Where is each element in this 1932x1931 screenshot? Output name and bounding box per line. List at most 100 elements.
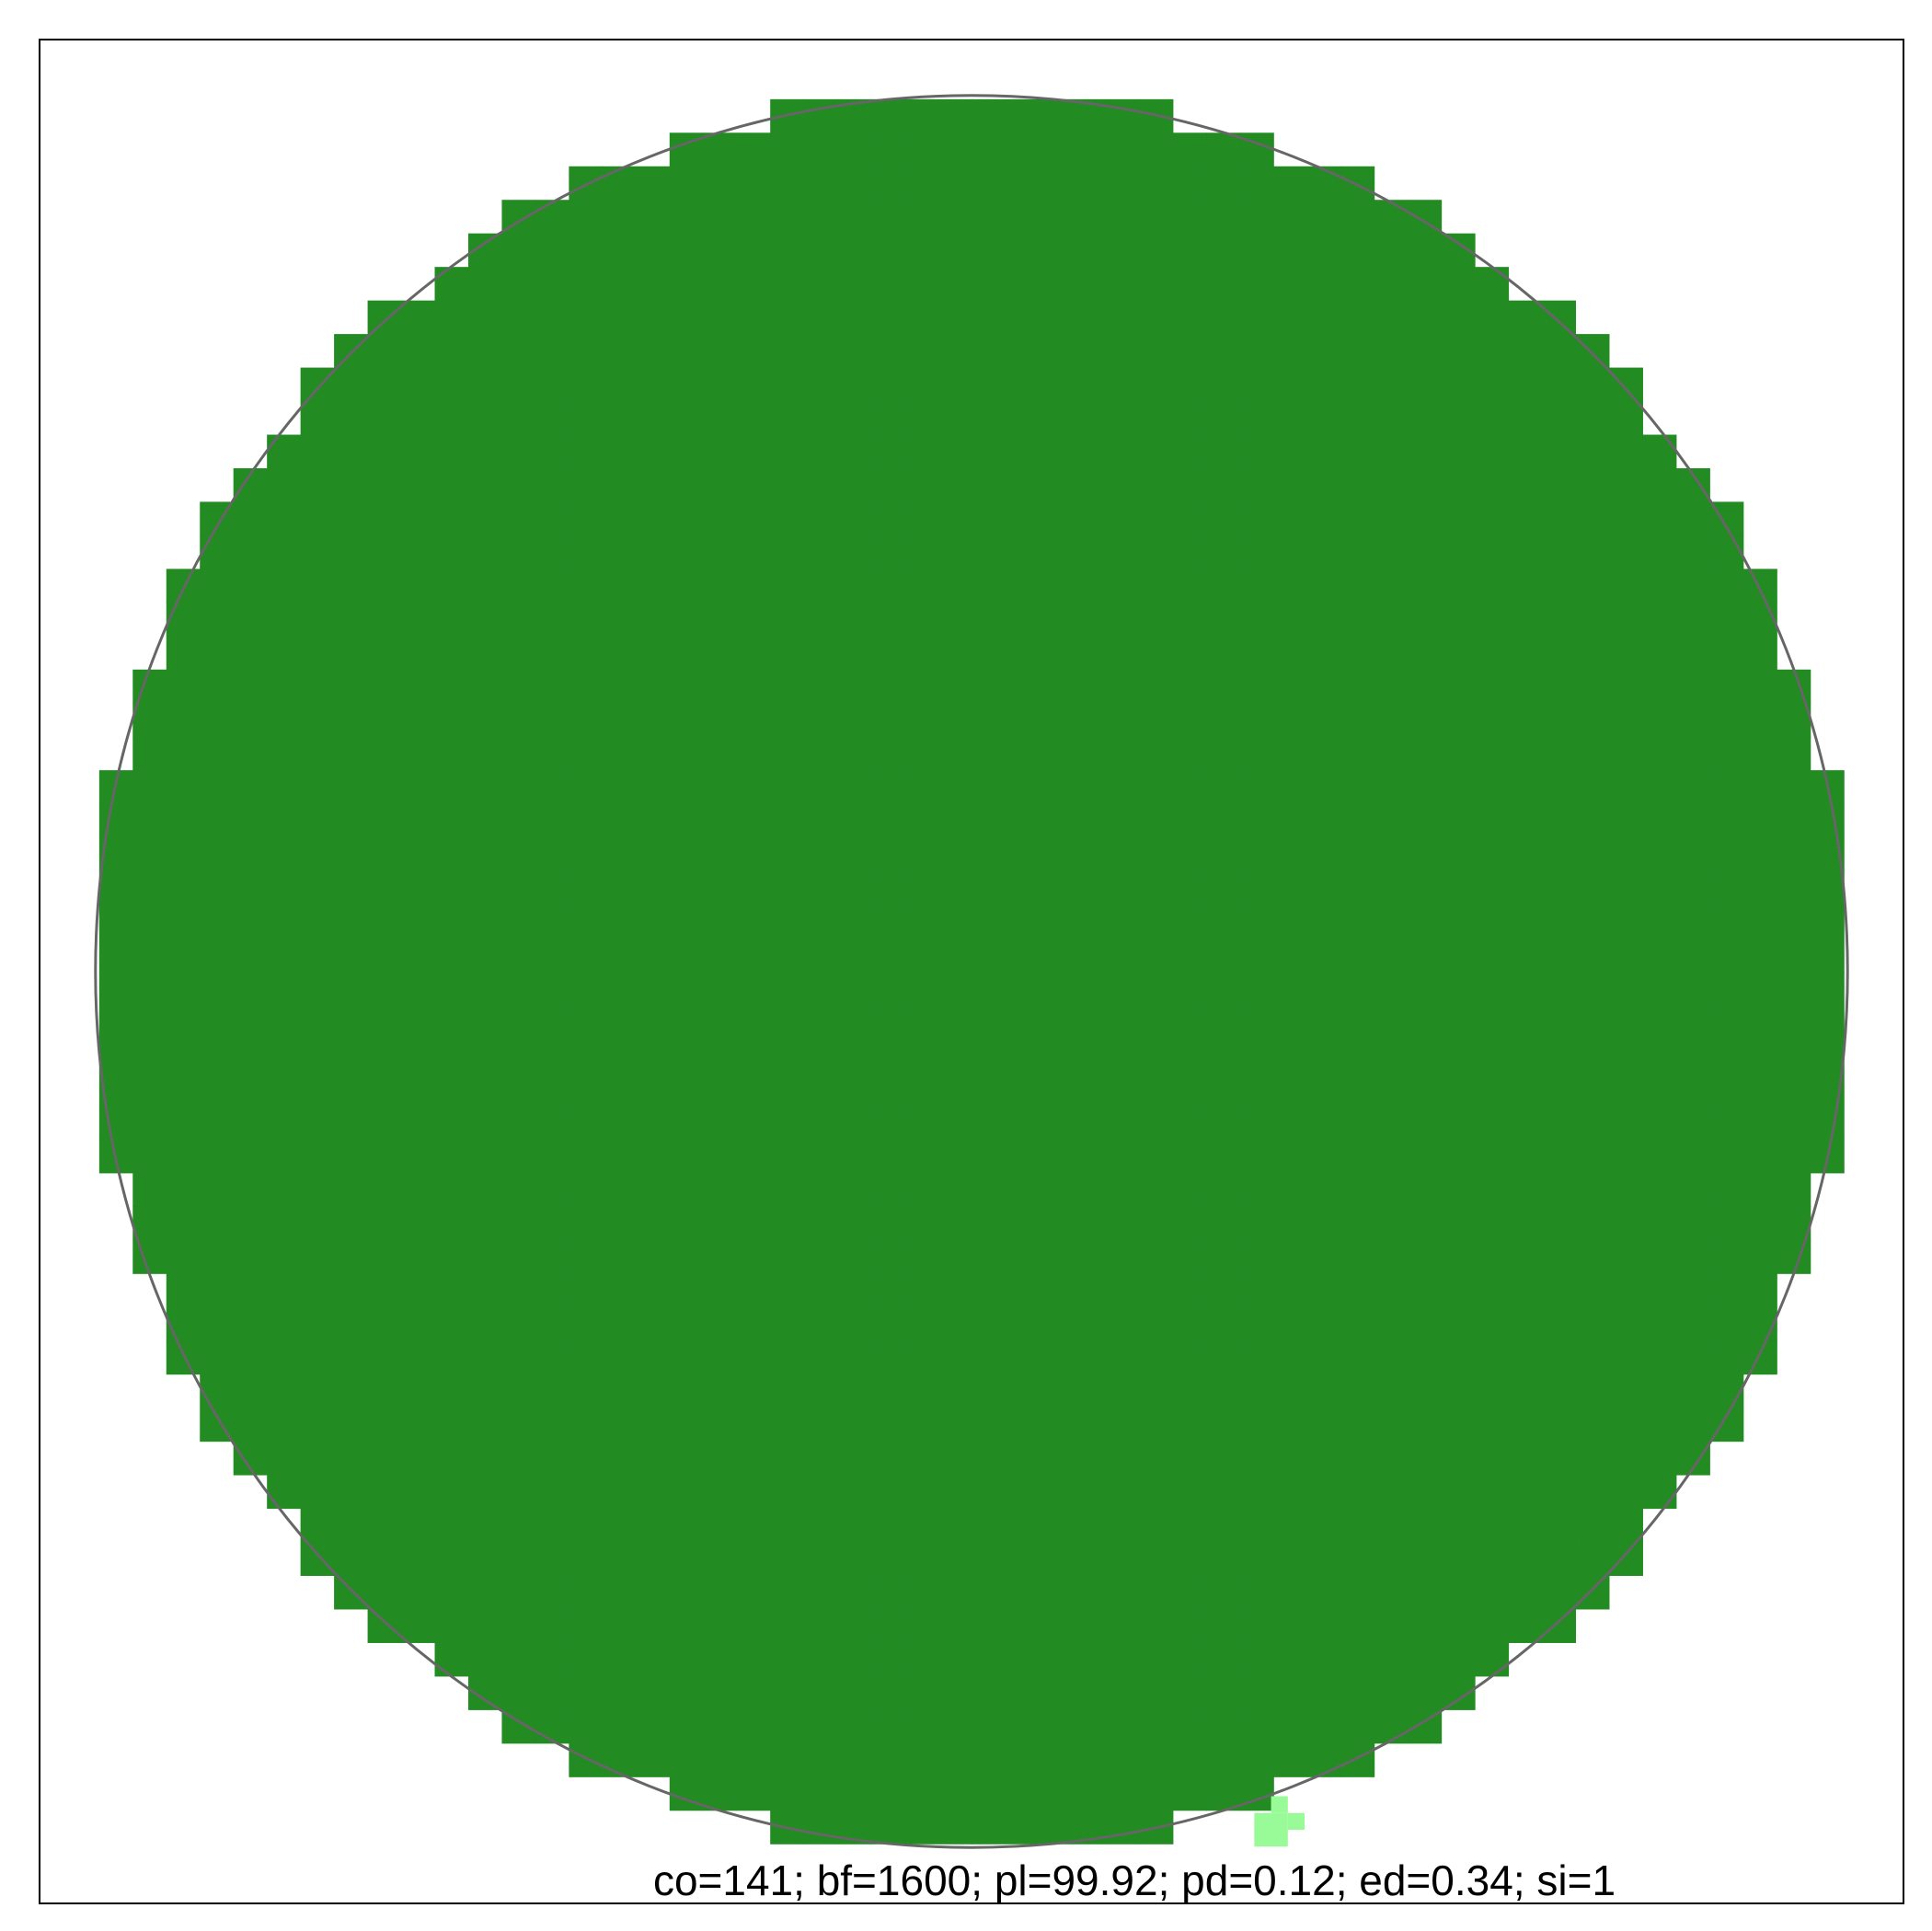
heatmap-cell: [535, 1541, 569, 1577]
heatmap-cell: [1105, 1038, 1140, 1074]
heatmap-cell: [1408, 1172, 1443, 1207]
heatmap-cell: [1475, 703, 1510, 738]
heatmap-cell: [1072, 736, 1107, 771]
heatmap-cell: [770, 1374, 805, 1408]
heatmap-cell: [367, 1441, 402, 1476]
heatmap-cell: [467, 267, 503, 302]
heatmap-cell: [1273, 1139, 1308, 1174]
heatmap-cell: [1306, 1709, 1341, 1744]
heatmap-cell: [467, 1608, 503, 1643]
heatmap-cell: [1072, 1139, 1107, 1174]
heatmap-cell: [1742, 1206, 1777, 1241]
heatmap-cell: [1072, 1206, 1107, 1241]
heatmap-cell: [501, 401, 536, 436]
heatmap-cell: [736, 1072, 771, 1107]
heatmap-cell: [1575, 1575, 1610, 1610]
heatmap-cell: [736, 132, 771, 167]
heatmap-cell: [1172, 434, 1207, 469]
heatmap-cell: [401, 703, 436, 738]
heatmap-cell: [1608, 1038, 1643, 1074]
heatmap-cell: [267, 703, 302, 738]
heatmap-cell: [1273, 971, 1308, 1006]
heatmap-cell: [1139, 1441, 1174, 1476]
heatmap-cell: [736, 669, 771, 704]
heatmap-cell: [736, 1038, 771, 1074]
heatmap-cell: [300, 602, 335, 637]
heatmap-cell: [1709, 937, 1744, 972]
heatmap-cell: [1508, 367, 1543, 402]
heatmap-cell: [703, 1374, 738, 1408]
heatmap-cell: [401, 1172, 436, 1207]
heatmap-cell: [1340, 1642, 1375, 1677]
heatmap-cell: [703, 1742, 738, 1777]
heatmap-cell: [1105, 434, 1140, 469]
heatmap-cell: [535, 1239, 569, 1274]
heatmap-cell: [1475, 1441, 1510, 1476]
heatmap-cell: [1072, 1475, 1107, 1510]
heatmap-cell: [132, 1105, 167, 1140]
heatmap-cell: [703, 467, 738, 503]
heatmap-cell: [166, 870, 201, 905]
heatmap-cell: [803, 837, 838, 872]
heatmap-cell: [870, 1675, 905, 1710]
heatmap-cell: [1172, 367, 1207, 402]
heatmap-cell: [904, 1441, 939, 1476]
heatmap-cell: [1005, 1340, 1040, 1375]
heatmap-cell: [434, 1541, 469, 1577]
heatmap-cell: [1206, 1441, 1241, 1476]
heatmap-cell: [1575, 1139, 1610, 1174]
heatmap-cell: [904, 300, 939, 335]
heatmap-cell: [1105, 98, 1140, 133]
heatmap-cell: [703, 334, 738, 369]
heatmap-cell: [569, 367, 604, 402]
heatmap-cell: [1306, 401, 1341, 436]
heatmap-cell: [770, 602, 805, 637]
heatmap-cell: [535, 770, 569, 805]
heatmap-cell: [870, 1541, 905, 1577]
heatmap-cell: [401, 636, 436, 671]
heatmap-cell: [636, 736, 671, 771]
heatmap-cell: [1441, 1072, 1476, 1107]
heatmap-cell: [535, 736, 569, 771]
heatmap-cell: [736, 1441, 771, 1476]
heatmap-cell: [132, 904, 167, 939]
heatmap-cell: [1408, 1306, 1443, 1341]
heatmap-cell: [837, 1408, 872, 1443]
heatmap-cell: [870, 971, 905, 1006]
heatmap-cell: [736, 200, 771, 235]
heatmap-cell: [1340, 971, 1375, 1006]
heatmap-cell: [467, 1642, 503, 1677]
heatmap-cell: [837, 200, 872, 235]
heatmap-cell: [1072, 1105, 1107, 1140]
heatmap-cell: [1742, 803, 1777, 838]
heatmap-cell: [1273, 1072, 1308, 1107]
heatmap-cell: [267, 1273, 302, 1308]
heatmap-cell: [1038, 434, 1074, 469]
heatmap-cell: [434, 467, 469, 503]
heatmap-cell: [1575, 1475, 1610, 1510]
heatmap-cell: [334, 1575, 369, 1610]
heatmap-cell: [1306, 166, 1341, 201]
heatmap-cell: [1172, 904, 1207, 939]
heatmap-cell: [1340, 334, 1375, 369]
heatmap-cell: [1105, 200, 1140, 235]
heatmap-cell: [803, 703, 838, 738]
heatmap-cell: [1005, 1608, 1040, 1643]
heatmap-cell: [1508, 837, 1543, 872]
heatmap-cell: [1306, 267, 1341, 302]
heatmap-cell: [1777, 1139, 1811, 1174]
heatmap-cell: [1340, 1105, 1375, 1140]
heatmap-cell: [837, 904, 872, 939]
heatmap-cell: [569, 1072, 604, 1107]
heatmap-cell: [602, 1038, 637, 1074]
heatmap-cell: [535, 200, 569, 235]
heatmap-cell: [1306, 1139, 1341, 1174]
heatmap-cell: [1139, 1642, 1174, 1677]
heatmap-cell: [1072, 1642, 1107, 1677]
heatmap-cell: [1508, 703, 1543, 738]
heatmap-cell: [937, 1306, 972, 1341]
heatmap-cell: [904, 1776, 939, 1811]
heatmap-cell: [1709, 1273, 1744, 1308]
heatmap-cell: [602, 1139, 637, 1174]
heatmap-cell: [166, 971, 201, 1006]
